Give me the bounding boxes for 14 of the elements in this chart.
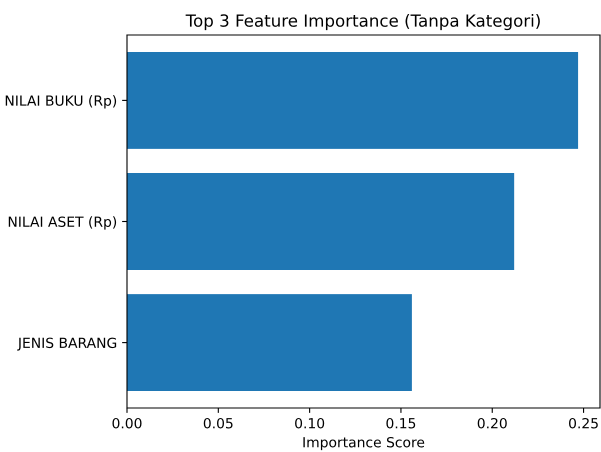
bar <box>127 173 514 270</box>
bar <box>127 294 412 392</box>
x-tick-label: 0.00 <box>112 418 142 428</box>
y-tick-label: NILAI ASET (Rp) <box>8 216 116 230</box>
bar <box>127 52 578 149</box>
x-tick-label: 0.10 <box>295 418 324 428</box>
y-tick-label: NILAI BUKU (Rp) <box>6 95 116 109</box>
chart-title: Top 3 Feature Importance (Tanpa Kategori) <box>186 14 540 30</box>
x-tick-label: 0.15 <box>386 418 416 428</box>
x-tick-label: 0.05 <box>204 418 233 428</box>
x-axis-title: Importance Score <box>303 436 424 450</box>
y-tick-label: JENIS BARANG <box>17 338 116 351</box>
x-tick-label: 0.20 <box>478 418 507 428</box>
x-tick-label: 0.25 <box>569 418 598 428</box>
